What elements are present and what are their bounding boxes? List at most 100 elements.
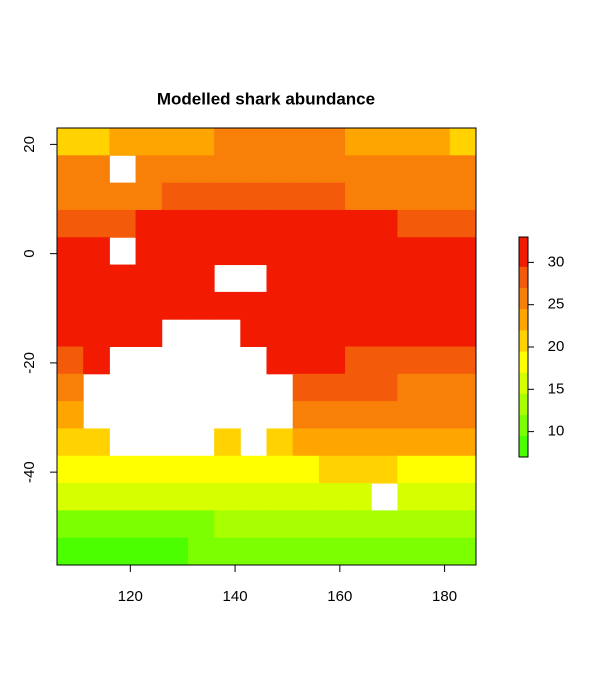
raster-cell: [57, 182, 84, 211]
raster-cell: [214, 510, 241, 539]
raster-cell: [187, 264, 215, 293]
raster-cell: [161, 155, 189, 184]
x-tick-label: 140: [223, 588, 248, 605]
raster-cell: [187, 128, 215, 156]
raster-cell: [397, 155, 425, 184]
raster-cell: [83, 209, 110, 238]
raster-cell: [371, 373, 398, 402]
raster-cell: [240, 510, 267, 539]
raster-cell: [423, 182, 451, 211]
raster-cell: [423, 128, 451, 156]
raster-cell: [214, 209, 241, 238]
raster-cell: [423, 483, 451, 511]
raster-cell: [83, 483, 110, 511]
raster-cell: [371, 510, 398, 539]
raster-cell: [240, 237, 267, 266]
raster-cell: [187, 209, 215, 238]
raster-cell: [449, 346, 477, 375]
raster-cell: [292, 346, 320, 375]
plot-frame: [56, 127, 477, 566]
y-tick-label: -40: [21, 461, 38, 483]
x-tick-label: 120: [118, 588, 143, 605]
raster-cell: [83, 346, 110, 375]
raster-cell: [161, 264, 189, 293]
raster-cell: [109, 455, 137, 484]
raster-cell: [292, 483, 320, 511]
raster-cell: [57, 428, 84, 457]
raster-cell: [240, 455, 267, 484]
raster-cell: [397, 237, 425, 266]
raster-cell: [57, 128, 84, 156]
raster-cell: [83, 155, 110, 184]
raster-cell: [266, 155, 294, 184]
raster-cell: [135, 182, 163, 211]
raster-cell: [318, 319, 346, 347]
raster-cell: [449, 319, 477, 347]
y-tick-label: -20: [21, 352, 38, 374]
colorbar-tick-label: 25: [548, 296, 565, 313]
raster-cell: [397, 182, 425, 211]
raster-cell: [161, 510, 189, 539]
colorbar-tick-label: 30: [548, 253, 565, 270]
raster-cell: [57, 401, 84, 429]
raster-cell: [292, 401, 320, 429]
raster-cell: [57, 155, 84, 184]
colorbar-band: [519, 266, 528, 289]
raster-cell: [423, 319, 451, 347]
colorbar-band: [519, 414, 528, 437]
raster-cell: [161, 237, 189, 266]
raster-cell: [449, 237, 477, 266]
raster-cell: [371, 401, 398, 429]
x-tick-label: 180: [432, 588, 457, 605]
raster-cell: [187, 291, 215, 320]
raster-cell: [449, 209, 477, 238]
raster-cell: [214, 455, 241, 484]
raster-cell: [423, 428, 451, 457]
raster-cell: [240, 319, 267, 347]
raster-cell: [371, 319, 398, 347]
raster-cell: [345, 537, 372, 566]
raster-cell: [109, 182, 137, 211]
raster-cell: [371, 155, 398, 184]
raster-cell: [449, 155, 477, 184]
raster-cell: [266, 483, 294, 511]
raster-cell: [449, 510, 477, 539]
raster-cell: [397, 483, 425, 511]
raster-cell: [266, 510, 294, 539]
raster-cell: [109, 291, 137, 320]
raster-cell: [266, 264, 294, 293]
raster-cell: [292, 237, 320, 266]
raster-cell: [345, 128, 372, 156]
raster-cell: [449, 537, 477, 566]
raster-cell: [397, 510, 425, 539]
raster-cell: [345, 237, 372, 266]
raster-cell: [266, 291, 294, 320]
raster-cell: [214, 155, 241, 184]
raster-cell: [57, 510, 84, 539]
raster-cell: [83, 319, 110, 347]
raster-cell: [397, 128, 425, 156]
colorbar-tick-label: 20: [548, 338, 565, 355]
colorbar-band: [519, 435, 528, 458]
raster-cell: [318, 209, 346, 238]
raster-cell: [240, 483, 267, 511]
raster-cell: [57, 483, 84, 511]
raster-cell: [423, 209, 451, 238]
raster-cell: [449, 182, 477, 211]
raster-cell: [83, 537, 110, 566]
raster-cell: [57, 373, 84, 402]
raster-cell: [345, 182, 372, 211]
raster-cell: [187, 155, 215, 184]
raster-cell: [371, 209, 398, 238]
raster-cell: [83, 455, 110, 484]
raster-cell: [371, 291, 398, 320]
raster-cell: [371, 346, 398, 375]
raster-cell: [240, 128, 267, 156]
y-tick-label: 20: [21, 136, 38, 153]
raster-cell: [214, 237, 241, 266]
raster-cell: [423, 291, 451, 320]
raster-cell: [423, 401, 451, 429]
raster-cell: [161, 537, 189, 566]
raster-cell: [423, 510, 451, 539]
raster-cell: [161, 209, 189, 238]
